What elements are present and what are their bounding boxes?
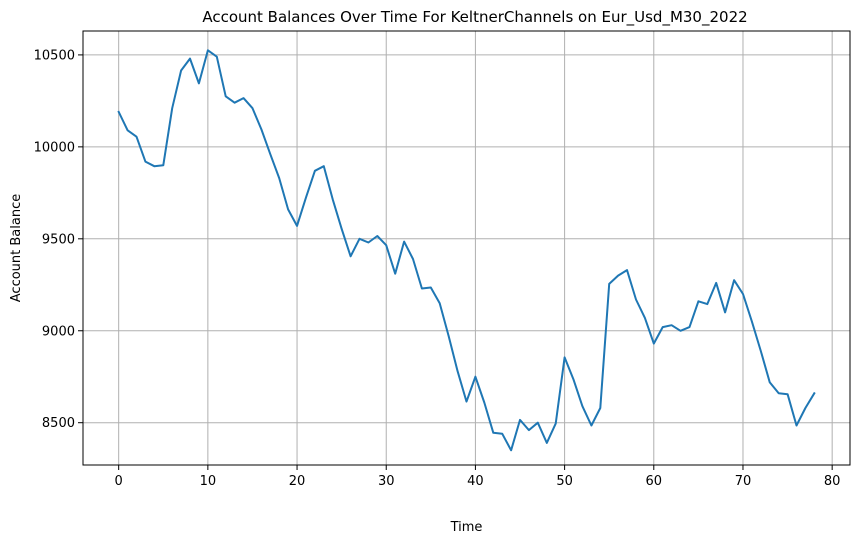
x-tick-label: 70 xyxy=(735,474,752,489)
y-tick-label: 9000 xyxy=(42,324,75,339)
y-tick-label: 9500 xyxy=(42,232,75,247)
y-axis-title: Account Balance xyxy=(9,194,24,302)
y-tick-label: 8500 xyxy=(42,416,75,431)
series-group xyxy=(117,49,816,452)
ticks: 0 10 20 30 40 50 60 70 80 8500 9000 9500 10000 10500 xyxy=(34,48,841,489)
x-tick-label: 0 xyxy=(115,474,123,489)
y-tick-label: 10000 xyxy=(34,140,75,155)
x-tick-label: 60 xyxy=(646,474,663,489)
y-tick-label: 10500 xyxy=(34,48,75,63)
plot-frame xyxy=(82,30,851,466)
x-tick-label: 80 xyxy=(824,474,841,489)
x-tick-label: 20 xyxy=(289,474,306,489)
chart-title: Account Balances Over Time For KeltnerCh… xyxy=(202,8,747,27)
x-axis-title: Time xyxy=(450,520,483,535)
x-tick-label: 50 xyxy=(556,474,573,489)
x-tick-label: 30 xyxy=(378,474,395,489)
series-line xyxy=(117,49,816,452)
x-tick-label: 10 xyxy=(200,474,217,489)
grid xyxy=(83,31,850,465)
x-tick-label: 40 xyxy=(467,474,484,489)
